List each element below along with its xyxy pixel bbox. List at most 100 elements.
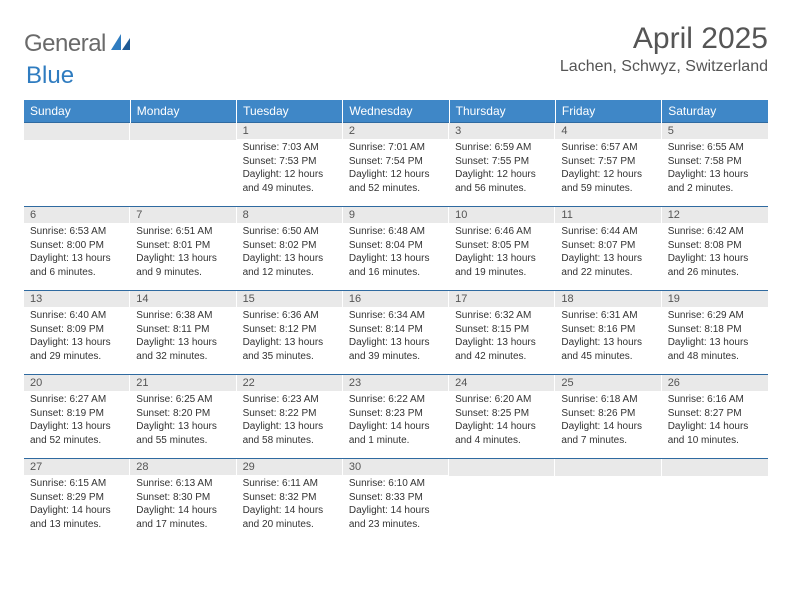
day-number: 20 <box>24 375 130 391</box>
sunrise-text: Sunrise: 6:15 AM <box>30 477 124 491</box>
sunrise-text: Sunrise: 6:25 AM <box>136 393 230 407</box>
day-body: Sunrise: 6:10 AMSunset: 8:33 PMDaylight:… <box>343 475 449 535</box>
day-number: 18 <box>555 291 661 307</box>
day-body: Sunrise: 6:51 AMSunset: 8:01 PMDaylight:… <box>130 223 236 283</box>
daylight-text: Daylight: 13 hours and 6 minutes. <box>30 252 124 279</box>
sunset-text: Sunset: 7:57 PM <box>561 155 655 169</box>
day-number: 25 <box>555 375 661 391</box>
sunrise-text: Sunrise: 6:36 AM <box>243 309 337 323</box>
day-body: Sunrise: 6:29 AMSunset: 8:18 PMDaylight:… <box>662 307 768 367</box>
sunrise-text: Sunrise: 6:31 AM <box>561 309 655 323</box>
day-body: Sunrise: 6:50 AMSunset: 8:02 PMDaylight:… <box>237 223 343 283</box>
sunrise-text: Sunrise: 6:27 AM <box>30 393 124 407</box>
day-cell: 12Sunrise: 6:42 AMSunset: 8:08 PMDayligh… <box>662 207 768 291</box>
sunrise-text: Sunrise: 6:29 AM <box>668 309 762 323</box>
day-number: 9 <box>343 207 449 223</box>
sunset-text: Sunset: 8:11 PM <box>136 323 230 337</box>
day-number: 19 <box>662 291 768 307</box>
sunrise-text: Sunrise: 6:10 AM <box>349 477 443 491</box>
day-number: 30 <box>343 459 449 475</box>
day-number <box>24 123 130 140</box>
daylight-text: Daylight: 12 hours and 49 minutes. <box>243 168 337 195</box>
day-cell: 26Sunrise: 6:16 AMSunset: 8:27 PMDayligh… <box>662 375 768 459</box>
day-cell <box>662 459 768 543</box>
sunset-text: Sunset: 8:19 PM <box>30 407 124 421</box>
day-body: Sunrise: 6:59 AMSunset: 7:55 PMDaylight:… <box>449 139 555 199</box>
day-number: 13 <box>24 291 130 307</box>
day-cell: 14Sunrise: 6:38 AMSunset: 8:11 PMDayligh… <box>130 291 236 375</box>
day-body: Sunrise: 6:36 AMSunset: 8:12 PMDaylight:… <box>237 307 343 367</box>
day-number: 1 <box>237 123 343 139</box>
sunrise-text: Sunrise: 6:13 AM <box>136 477 230 491</box>
day-number <box>555 459 661 476</box>
sunset-text: Sunset: 7:54 PM <box>349 155 443 169</box>
daylight-text: Daylight: 13 hours and 26 minutes. <box>668 252 762 279</box>
sunset-text: Sunset: 8:01 PM <box>136 239 230 253</box>
sunrise-text: Sunrise: 6:38 AM <box>136 309 230 323</box>
logo-word2: Blue <box>26 62 74 89</box>
day-cell: 1Sunrise: 7:03 AMSunset: 7:53 PMDaylight… <box>237 123 343 207</box>
daylight-text: Daylight: 13 hours and 16 minutes. <box>349 252 443 279</box>
day-body: Sunrise: 6:34 AMSunset: 8:14 PMDaylight:… <box>343 307 449 367</box>
day-cell: 20Sunrise: 6:27 AMSunset: 8:19 PMDayligh… <box>24 375 130 459</box>
daylight-text: Daylight: 14 hours and 7 minutes. <box>561 420 655 447</box>
sunset-text: Sunset: 8:30 PM <box>136 491 230 505</box>
day-number: 24 <box>449 375 555 391</box>
sunset-text: Sunset: 8:15 PM <box>455 323 549 337</box>
sunrise-text: Sunrise: 6:51 AM <box>136 225 230 239</box>
day-number: 23 <box>343 375 449 391</box>
day-body: Sunrise: 6:53 AMSunset: 8:00 PMDaylight:… <box>24 223 130 283</box>
day-body: Sunrise: 6:42 AMSunset: 8:08 PMDaylight:… <box>662 223 768 283</box>
daylight-text: Daylight: 14 hours and 1 minute. <box>349 420 443 447</box>
sunset-text: Sunset: 8:14 PM <box>349 323 443 337</box>
daylight-text: Daylight: 13 hours and 35 minutes. <box>243 336 337 363</box>
day-number <box>449 459 555 476</box>
daylight-text: Daylight: 13 hours and 9 minutes. <box>136 252 230 279</box>
day-body <box>449 476 555 482</box>
day-cell: 22Sunrise: 6:23 AMSunset: 8:22 PMDayligh… <box>237 375 343 459</box>
day-cell: 8Sunrise: 6:50 AMSunset: 8:02 PMDaylight… <box>237 207 343 291</box>
daylight-text: Daylight: 14 hours and 4 minutes. <box>455 420 549 447</box>
day-cell: 27Sunrise: 6:15 AMSunset: 8:29 PMDayligh… <box>24 459 130 543</box>
day-number: 5 <box>662 123 768 139</box>
sunrise-text: Sunrise: 6:23 AM <box>243 393 337 407</box>
daylight-text: Daylight: 13 hours and 58 minutes. <box>243 420 337 447</box>
week-row: 6Sunrise: 6:53 AMSunset: 8:00 PMDaylight… <box>24 207 768 291</box>
sunrise-text: Sunrise: 6:57 AM <box>561 141 655 155</box>
logo-word1: General <box>24 30 106 58</box>
sunset-text: Sunset: 8:12 PM <box>243 323 337 337</box>
logo-sail-icon <box>110 32 132 57</box>
daylight-text: Daylight: 13 hours and 12 minutes. <box>243 252 337 279</box>
weekday-header: Monday <box>130 100 236 123</box>
day-number: 10 <box>449 207 555 223</box>
day-body: Sunrise: 6:11 AMSunset: 8:32 PMDaylight:… <box>237 475 343 535</box>
calendar-header: SundayMondayTuesdayWednesdayThursdayFrid… <box>24 100 768 123</box>
day-number <box>130 123 236 140</box>
sunset-text: Sunset: 8:26 PM <box>561 407 655 421</box>
day-number: 3 <box>449 123 555 139</box>
day-body: Sunrise: 6:44 AMSunset: 8:07 PMDaylight:… <box>555 223 661 283</box>
day-cell: 3Sunrise: 6:59 AMSunset: 7:55 PMDaylight… <box>449 123 555 207</box>
day-cell: 2Sunrise: 7:01 AMSunset: 7:54 PMDaylight… <box>343 123 449 207</box>
sunset-text: Sunset: 8:18 PM <box>668 323 762 337</box>
daylight-text: Daylight: 13 hours and 29 minutes. <box>30 336 124 363</box>
daylight-text: Daylight: 12 hours and 59 minutes. <box>561 168 655 195</box>
logo: General <box>24 22 134 58</box>
sunset-text: Sunset: 8:22 PM <box>243 407 337 421</box>
day-body: Sunrise: 6:38 AMSunset: 8:11 PMDaylight:… <box>130 307 236 367</box>
day-cell: 11Sunrise: 6:44 AMSunset: 8:07 PMDayligh… <box>555 207 661 291</box>
day-cell <box>555 459 661 543</box>
title-block: April 2025 Lachen, Schwyz, Switzerland <box>560 22 768 76</box>
day-number: 28 <box>130 459 236 475</box>
day-body: Sunrise: 6:48 AMSunset: 8:04 PMDaylight:… <box>343 223 449 283</box>
sunrise-text: Sunrise: 6:40 AM <box>30 309 124 323</box>
sunrise-text: Sunrise: 6:46 AM <box>455 225 549 239</box>
calendar-page: General April 2025 Lachen, Schwyz, Switz… <box>0 0 792 543</box>
day-body: Sunrise: 6:18 AMSunset: 8:26 PMDaylight:… <box>555 391 661 451</box>
day-cell <box>130 123 236 207</box>
weekday-header: Friday <box>555 100 661 123</box>
sunset-text: Sunset: 8:29 PM <box>30 491 124 505</box>
daylight-text: Daylight: 14 hours and 20 minutes. <box>243 504 337 531</box>
day-cell: 4Sunrise: 6:57 AMSunset: 7:57 PMDaylight… <box>555 123 661 207</box>
day-number: 8 <box>237 207 343 223</box>
